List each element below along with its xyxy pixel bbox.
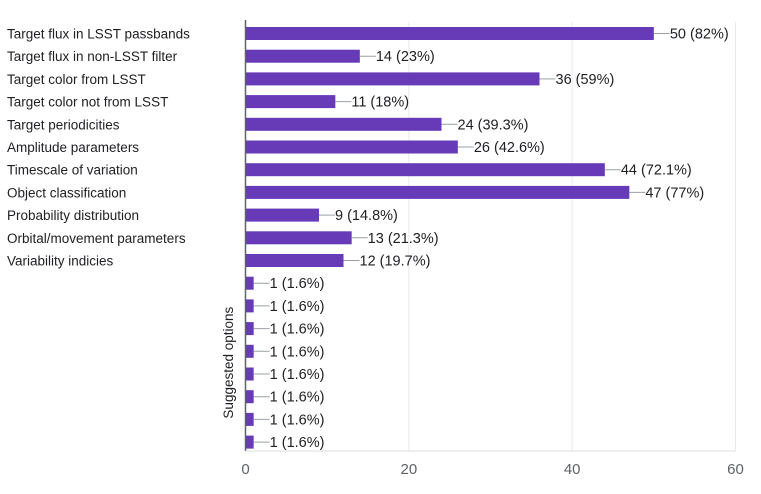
category-label: Amplitude parameters xyxy=(7,140,139,155)
grid-lines xyxy=(408,22,736,451)
bar xyxy=(245,163,605,177)
category-label: Target flux in non-LSST filter xyxy=(7,49,178,64)
bar-value-label: 14 (23%) xyxy=(376,49,435,65)
category-label: Target flux in LSST passbands xyxy=(7,27,190,42)
bar-value-label: 1 (1.6%) xyxy=(270,299,325,315)
bar-value-label: 36 (59%) xyxy=(556,72,615,88)
bar xyxy=(245,208,319,222)
bar-value-label: 1 (1.6%) xyxy=(270,276,325,292)
category-label: Target color not from LSST xyxy=(7,95,168,110)
bar xyxy=(245,435,254,449)
bar xyxy=(245,72,540,86)
bar xyxy=(245,49,360,63)
bar-value-label: 1 (1.6%) xyxy=(270,412,325,428)
bar xyxy=(245,412,254,426)
category-label: Orbital/movement parameters xyxy=(7,231,186,246)
bar xyxy=(245,185,630,199)
bar-value-label: 1 (1.6%) xyxy=(270,322,325,338)
labels: 0 20 40 60 50 (82%) Target flux in LSST passb… xyxy=(7,27,744,479)
x-tick-label: 20 xyxy=(400,461,417,478)
axes xyxy=(244,20,736,452)
bar xyxy=(245,322,254,336)
bar xyxy=(245,276,254,290)
bar xyxy=(245,390,254,404)
bar-value-label: 11 (18%) xyxy=(351,95,409,111)
suggested-options-label: Suggested options xyxy=(221,306,236,418)
bar-value-label: 24 (39.3%) xyxy=(458,117,529,133)
x-tick-label: 0 xyxy=(241,461,249,478)
bar xyxy=(245,95,336,109)
category-label: Variability indicies xyxy=(7,254,114,269)
x-tick-label: 60 xyxy=(727,461,744,478)
bar-value-label: 26 (42.6%) xyxy=(474,140,545,156)
bar-value-label: 50 (82%) xyxy=(670,27,729,43)
bar-value-label: 47 (77%) xyxy=(645,185,704,201)
bar xyxy=(245,140,458,154)
bar xyxy=(245,299,254,313)
bar xyxy=(245,27,654,40)
bar-value-label: 9 (14.8%) xyxy=(335,208,398,224)
bar-value-label: 13 (21.3%) xyxy=(368,231,439,247)
x-tick-label: 40 xyxy=(564,461,581,478)
bar-value-label: 1 (1.6%) xyxy=(270,390,325,406)
bar xyxy=(245,231,352,245)
bar-value-label: 12 (19.7%) xyxy=(360,254,431,270)
bar-value-label: 1 (1.6%) xyxy=(270,435,325,451)
category-label: Target periodicities xyxy=(7,117,120,132)
bar-value-label: 44 (72.1%) xyxy=(621,163,692,179)
category-label: Object classification xyxy=(7,185,126,200)
bar xyxy=(245,367,254,381)
category-label: Probability distribution xyxy=(7,208,139,223)
bar xyxy=(245,117,442,131)
category-label: Target color from LSST xyxy=(7,72,146,87)
bar-value-label: 1 (1.6%) xyxy=(270,367,325,383)
bars xyxy=(245,27,670,449)
bar-value-label: 1 (1.6%) xyxy=(270,344,325,360)
bar xyxy=(245,254,344,267)
category-label: Timescale of variation xyxy=(7,163,138,178)
bar xyxy=(245,344,254,358)
